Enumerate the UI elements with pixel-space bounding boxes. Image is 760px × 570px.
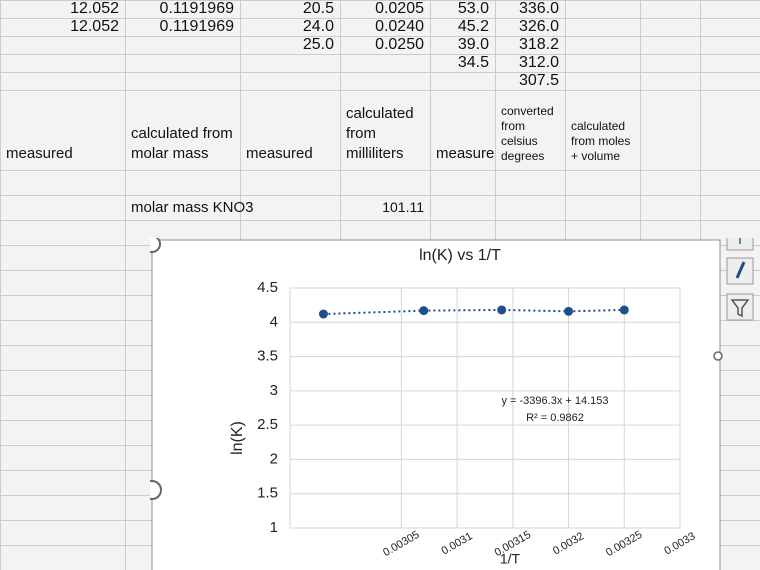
data-point <box>497 305 507 315</box>
x-axis-title: 1/T <box>500 551 521 567</box>
r-squared: R² = 0.9862 <box>526 412 584 424</box>
value-cell: 101.11 <box>382 199 424 215</box>
cell: 0.0250 <box>375 36 424 53</box>
data-point <box>619 305 629 315</box>
cell: 0.0240 <box>375 18 424 35</box>
y-tick-label: 3.5 <box>257 348 278 365</box>
column-header-cell: converted from celsius degrees <box>501 104 554 163</box>
row-border <box>0 90 760 91</box>
y-tick-label: 4 <box>270 313 278 330</box>
y-tick-label: 1.5 <box>257 485 278 502</box>
filter-icon <box>730 299 750 318</box>
row-border <box>0 54 760 55</box>
cell: 39.0 <box>457 36 489 53</box>
column-header-cell: measured <box>246 145 313 162</box>
cell: 20.5 <box>302 0 334 17</box>
cell: 0.1191969 <box>159 0 234 17</box>
plot-area <box>289 287 681 529</box>
cell: 336.0 <box>518 0 559 17</box>
column-header-cell: calculated from moles + volume <box>571 119 631 163</box>
cell: 12.052 <box>70 0 119 17</box>
resize-handle[interactable] <box>150 480 162 500</box>
resize-handle[interactable] <box>713 351 723 361</box>
y-tick-label: 2.5 <box>257 416 278 433</box>
column-border <box>125 0 126 570</box>
cell: 318.2 <box>518 36 559 53</box>
cell: 25.0 <box>302 36 334 53</box>
style-button[interactable] <box>726 257 754 285</box>
y-tick-label: 1 <box>270 519 278 536</box>
row-border <box>0 195 760 196</box>
trendline-equation: y = -3396.3x + 14.153 <box>501 395 608 407</box>
cell: 326.0 <box>518 18 559 35</box>
chart-tools <box>726 238 754 321</box>
chart-title: ln(K) vs 1/T <box>419 247 501 264</box>
cell: 12.052 <box>70 18 119 35</box>
chart-frame <box>151 239 721 570</box>
row-border <box>0 36 760 37</box>
y-axis-title: ln(K) <box>229 421 246 455</box>
cell: 0.0205 <box>375 0 424 17</box>
cell: 34.5 <box>457 54 489 71</box>
filter-button[interactable] <box>726 293 754 321</box>
cell: 0.1191969 <box>159 18 234 35</box>
y-tick-label: 3 <box>270 382 278 399</box>
column-header-cell: calculated from molar mass <box>131 125 233 162</box>
column-header-cell: measured <box>436 145 495 162</box>
cell: 312.0 <box>518 54 559 71</box>
row-border <box>0 170 760 171</box>
data-point <box>564 306 574 316</box>
data-point <box>318 309 328 319</box>
cell: 53.0 <box>457 0 489 17</box>
column-header-cell: measured <box>6 145 73 162</box>
plus-icon <box>733 238 747 244</box>
chart[interactable]: ln(K) vs 1/T ln(K) 1/T 11.522.533.544.50… <box>150 238 755 570</box>
brush-icon <box>735 261 746 279</box>
row-border <box>0 72 760 73</box>
cell: 24.0 <box>302 18 334 35</box>
y-tick-label: 2 <box>270 450 278 467</box>
cell: 45.2 <box>457 18 489 35</box>
row-border <box>0 220 760 221</box>
label-cell: molar mass KNO3 <box>131 199 254 216</box>
row-border <box>0 0 760 1</box>
trendline <box>323 308 625 316</box>
column-border <box>0 0 1 570</box>
y-tick-label: 4.5 <box>257 279 278 296</box>
column-header-cell: calculated from milliliters <box>346 105 414 162</box>
resize-handle[interactable] <box>150 238 161 253</box>
cell: 307.5 <box>518 72 559 89</box>
row-border <box>0 18 760 19</box>
data-point <box>419 306 429 316</box>
